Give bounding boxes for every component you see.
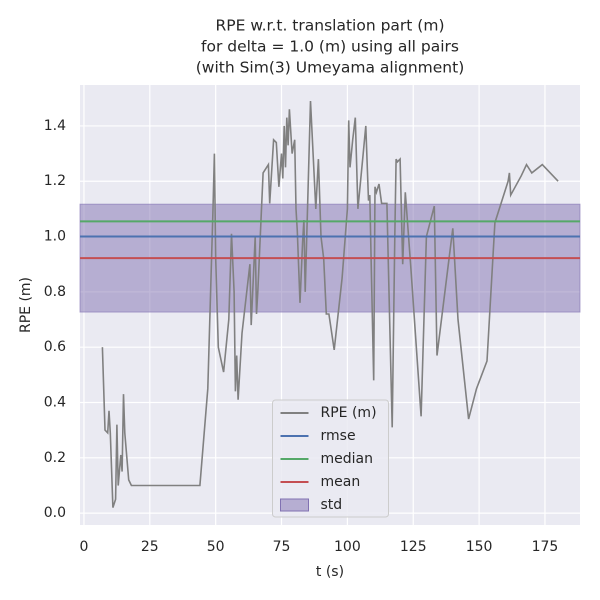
x-tick-label: 0 <box>79 539 88 555</box>
legend-swatch <box>280 498 309 512</box>
y-tick-label: 1.2 <box>44 173 66 189</box>
legend-label: rmse <box>321 428 356 444</box>
x-tick-label: 175 <box>532 539 559 555</box>
chart-title: (with Sim(3) Umeyama alignment) <box>196 59 465 77</box>
x-tick-label: 150 <box>466 539 493 555</box>
y-tick-label: 0.6 <box>44 339 66 355</box>
chart-title: for delta = 1.0 (m) using all pairs <box>201 38 459 56</box>
x-tick-label: 25 <box>141 539 159 555</box>
legend: RPE (m) rmse median mean std <box>272 399 389 518</box>
x-tick-label: 75 <box>273 539 291 555</box>
legend-label: RPE (m) <box>321 405 377 421</box>
chart-title: RPE w.r.t. translation part (m) <box>215 17 444 35</box>
legend-box <box>272 399 389 518</box>
y-axis-label: RPE (m) <box>18 277 34 333</box>
y-tick-label: 1.0 <box>44 229 66 245</box>
x-tick-label: 125 <box>400 539 427 555</box>
x-tick-label: 100 <box>334 539 361 555</box>
legend-label: median <box>321 451 373 467</box>
y-tick-label: 0.8 <box>44 284 66 300</box>
y-tick-label: 0.0 <box>44 505 66 521</box>
y-tick-label: 1.4 <box>44 118 66 134</box>
data-line <box>101 100 559 508</box>
x-tick-label: 50 <box>207 539 225 555</box>
y-tick-label: 0.4 <box>44 394 66 410</box>
legend-label: std <box>321 497 343 513</box>
legend-label: mean <box>321 474 361 490</box>
y-tick-label: 0.2 <box>44 450 66 466</box>
x-axis-label: t (s) <box>316 564 344 580</box>
